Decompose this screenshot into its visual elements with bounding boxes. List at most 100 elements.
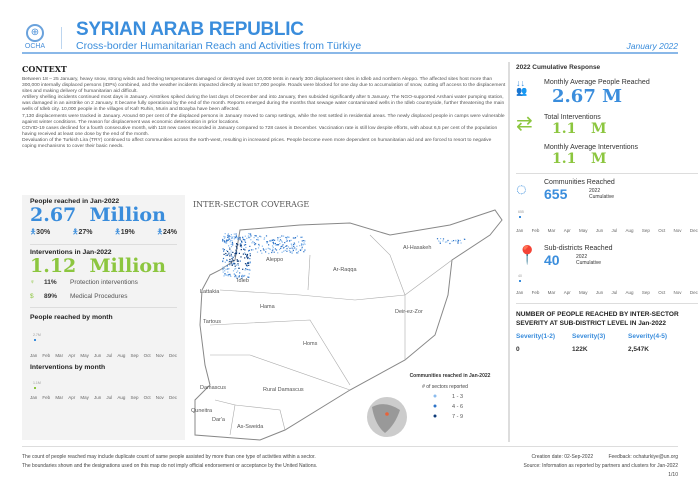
community-dot bbox=[280, 247, 282, 249]
community-dot bbox=[226, 265, 228, 267]
community-dot bbox=[224, 236, 226, 238]
community-dot bbox=[284, 249, 286, 251]
community-dot bbox=[303, 251, 305, 253]
community-dot bbox=[234, 255, 236, 257]
legend-label: 1 - 3 bbox=[452, 394, 463, 400]
community-dot bbox=[228, 261, 230, 263]
community-dot bbox=[226, 250, 228, 252]
severity-label: Severity(4-5) bbox=[628, 333, 668, 340]
community-dot bbox=[263, 249, 265, 251]
community-dot bbox=[227, 271, 229, 273]
community-dot bbox=[453, 240, 455, 242]
feedback-contact[interactable]: Feedback: ochaturkiye@un.org bbox=[608, 454, 678, 460]
community-dot bbox=[254, 244, 256, 246]
community-dot bbox=[279, 236, 281, 238]
community-dot bbox=[242, 268, 244, 270]
month-tick: Aug bbox=[625, 290, 634, 295]
community-dot bbox=[296, 252, 298, 254]
context-paragraph: Devaluation of the Turkish Lira (TRY) co… bbox=[22, 137, 492, 150]
community-dot bbox=[268, 252, 270, 255]
community-dot bbox=[237, 270, 239, 272]
month-tick: Apr bbox=[68, 353, 76, 358]
community-dot bbox=[229, 248, 231, 250]
community-dot bbox=[235, 233, 237, 235]
community-dot bbox=[438, 240, 440, 242]
place-label: Al-Hasakeh bbox=[403, 245, 431, 251]
community-dot bbox=[281, 251, 283, 253]
community-dot bbox=[227, 239, 229, 241]
community-dot bbox=[241, 240, 243, 242]
people-heading: People reached in Jan-2022 bbox=[30, 198, 120, 205]
community-dot bbox=[222, 257, 225, 260]
org-name: OCHA bbox=[24, 43, 46, 50]
month-tick: Nov bbox=[673, 228, 682, 233]
community-dot bbox=[241, 277, 243, 279]
community-dot bbox=[229, 239, 232, 241]
community-dot bbox=[281, 245, 283, 247]
community-dot bbox=[239, 245, 241, 247]
map-title: INTER-SECTOR COVERAGE bbox=[193, 200, 310, 209]
coverage-map: INTER-SECTOR COVERAGE Al-Hasakeh Aleppo … bbox=[190, 195, 506, 443]
community-dot bbox=[285, 236, 287, 239]
month-tick: Jan bbox=[30, 395, 38, 400]
community-dot bbox=[266, 242, 268, 244]
community-dot bbox=[285, 245, 287, 247]
community-dot bbox=[244, 253, 247, 255]
community-dot bbox=[235, 251, 237, 253]
month-axis: Jan Feb Mar Apr May Jun Jul Aug Sep Oct Nov Dec bbox=[516, 228, 698, 233]
community-dot bbox=[228, 252, 230, 254]
chart-point-label: 655 bbox=[518, 210, 524, 214]
community-dot bbox=[249, 233, 251, 235]
community-dot bbox=[237, 260, 239, 262]
community-dot bbox=[299, 249, 301, 251]
community-dot bbox=[229, 241, 231, 243]
community-dot bbox=[232, 263, 234, 265]
community-dot bbox=[222, 240, 224, 242]
community-dot bbox=[247, 262, 249, 264]
community-dot bbox=[263, 237, 266, 239]
subdistricts-chart: 40 bbox=[516, 268, 698, 290]
community-dot bbox=[236, 246, 238, 248]
community-dot bbox=[227, 233, 229, 235]
community-dot bbox=[280, 246, 282, 248]
community-dot bbox=[239, 239, 241, 241]
community-dot bbox=[237, 238, 239, 240]
chart-point bbox=[34, 339, 36, 341]
legend-title: Communities reached in Jan-2022 bbox=[410, 373, 491, 379]
month-tick: Sep bbox=[130, 395, 139, 400]
people-group-icon: ↓↓ 👥 bbox=[516, 78, 528, 96]
community-dot bbox=[228, 238, 231, 240]
community-dot bbox=[233, 260, 235, 262]
community-dot bbox=[272, 240, 274, 242]
community-dot bbox=[232, 256, 234, 258]
community-dot bbox=[289, 247, 291, 249]
community-dot bbox=[231, 239, 233, 242]
community-dot bbox=[229, 258, 231, 261]
community-dot bbox=[287, 246, 289, 248]
community-dot bbox=[232, 244, 234, 246]
community-dot bbox=[229, 273, 231, 275]
community-dot bbox=[242, 236, 244, 238]
community-dot bbox=[247, 256, 249, 258]
community-dot bbox=[293, 242, 295, 244]
community-dot bbox=[286, 250, 288, 252]
people-month-heading: People reached by month bbox=[30, 314, 113, 321]
month-tick: Mar bbox=[55, 353, 64, 358]
community-dot bbox=[276, 244, 278, 246]
month-tick: Dec bbox=[168, 353, 177, 358]
community-dot bbox=[224, 273, 226, 275]
community-dot bbox=[287, 236, 289, 238]
month-tick: Feb bbox=[42, 353, 51, 358]
community-dot bbox=[248, 273, 250, 275]
community-dot bbox=[292, 237, 294, 239]
community-dot bbox=[294, 243, 296, 245]
community-dot bbox=[291, 245, 293, 247]
month-tick: Jun bbox=[94, 353, 102, 358]
month-tick: Apr bbox=[563, 290, 571, 295]
month-tick: Jul bbox=[611, 228, 618, 233]
page-title: SYRIAN ARAB REPUBLIC bbox=[76, 19, 304, 40]
community-dot bbox=[269, 240, 271, 242]
community-dot bbox=[293, 244, 295, 246]
community-dot bbox=[301, 243, 303, 245]
community-dot bbox=[300, 236, 302, 238]
